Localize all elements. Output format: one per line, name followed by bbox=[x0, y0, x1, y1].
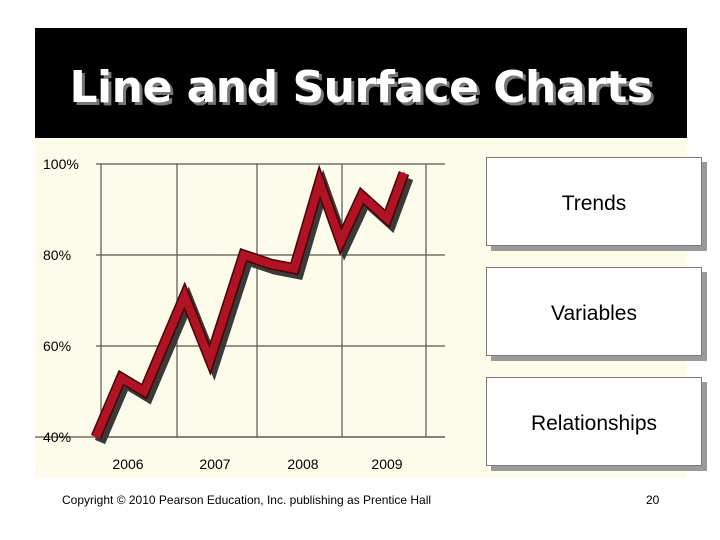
x-tick-label: 2008 bbox=[287, 456, 318, 472]
variables-box: Variables bbox=[486, 267, 702, 356]
data-point bbox=[208, 358, 211, 361]
data-point bbox=[360, 194, 363, 197]
data-point bbox=[318, 181, 321, 184]
data-point bbox=[143, 390, 146, 393]
y-tick-label: 80% bbox=[43, 247, 71, 263]
x-tick-label: 2009 bbox=[371, 456, 402, 472]
y-tick-label: 100% bbox=[43, 156, 79, 172]
variables-label: Variables bbox=[551, 302, 637, 325]
y-tick-label: 40% bbox=[43, 429, 71, 445]
x-tick-label: 2006 bbox=[112, 456, 143, 472]
data-point bbox=[386, 217, 389, 220]
y-tick-label: 60% bbox=[43, 338, 71, 354]
line-chart: 100% 80% 60% 40% 2006 2007 2008 2009 bbox=[35, 156, 445, 472]
page-number: 20 bbox=[646, 493, 660, 507]
line-layer bbox=[90, 164, 414, 445]
trends-box: Trends bbox=[486, 157, 702, 246]
line-shadow bbox=[94, 169, 414, 445]
data-point bbox=[293, 267, 296, 270]
label-layer: 100% 80% 60% 40% 2006 2007 2008 2009 bbox=[43, 156, 403, 472]
data-point bbox=[242, 254, 245, 256]
x-tick-label: 2007 bbox=[199, 456, 230, 472]
trends-label: Trends bbox=[561, 192, 627, 215]
slide-title: Line and Surface Charts bbox=[69, 62, 653, 113]
data-point bbox=[339, 240, 342, 243]
relationships-label: Relationships bbox=[530, 412, 658, 435]
data-point bbox=[403, 172, 405, 175]
data-point bbox=[269, 263, 272, 266]
relationships-box: Relationships bbox=[486, 377, 702, 466]
title-bar: Line and Surface Charts bbox=[35, 28, 687, 138]
data-point bbox=[95, 436, 97, 438]
copyright-text: Copyright © 2010 Pearson Education, Inc.… bbox=[62, 493, 432, 507]
data-point bbox=[120, 376, 123, 379]
chart-panel: 100% 80% 60% 40% 2006 2007 2008 2009 Trends Var… bbox=[35, 138, 702, 478]
data-point bbox=[183, 294, 186, 297]
